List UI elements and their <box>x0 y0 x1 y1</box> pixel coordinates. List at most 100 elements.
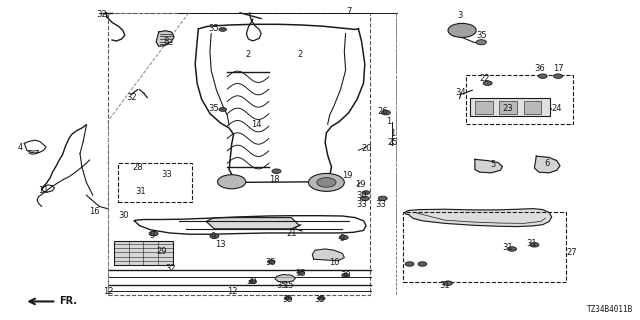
Bar <box>499 101 517 114</box>
Circle shape <box>249 280 257 284</box>
Circle shape <box>381 110 390 115</box>
Text: 1: 1 <box>390 129 395 138</box>
Polygon shape <box>534 156 560 173</box>
Circle shape <box>538 74 547 78</box>
Polygon shape <box>404 209 552 227</box>
Bar <box>470 98 550 116</box>
Text: 34: 34 <box>456 88 466 97</box>
Text: 2: 2 <box>297 50 302 59</box>
Circle shape <box>554 74 563 78</box>
Text: 7: 7 <box>346 7 351 16</box>
Text: 35: 35 <box>315 295 325 304</box>
Text: 32: 32 <box>126 93 136 102</box>
Circle shape <box>219 28 227 31</box>
Text: 31: 31 <box>526 239 536 248</box>
Text: 9: 9 <box>150 231 155 240</box>
Text: 32: 32 <box>96 10 106 19</box>
Circle shape <box>362 191 370 195</box>
Circle shape <box>317 296 325 300</box>
Bar <box>466 75 573 124</box>
Text: 2: 2 <box>246 50 251 59</box>
Text: 35: 35 <box>476 31 486 40</box>
Text: 16: 16 <box>90 207 100 216</box>
Text: 14: 14 <box>251 120 261 129</box>
Circle shape <box>308 173 344 191</box>
Text: 35: 35 <box>283 295 293 304</box>
Circle shape <box>149 231 158 236</box>
Text: 20: 20 <box>362 144 372 153</box>
Text: 19: 19 <box>355 180 365 189</box>
Circle shape <box>476 40 486 45</box>
Text: 35: 35 <box>208 104 218 113</box>
Bar <box>118 163 192 202</box>
Text: 17: 17 <box>554 64 564 73</box>
Circle shape <box>508 247 516 251</box>
Circle shape <box>317 178 336 187</box>
Circle shape <box>218 175 246 189</box>
Circle shape <box>483 81 492 85</box>
Text: 1: 1 <box>387 117 392 126</box>
Text: 19: 19 <box>342 172 353 180</box>
Circle shape <box>378 196 387 201</box>
Text: 29: 29 <box>157 247 167 256</box>
Circle shape <box>360 196 369 201</box>
Circle shape <box>448 23 476 37</box>
Text: 18: 18 <box>269 175 279 184</box>
Text: 23: 23 <box>502 104 513 113</box>
Circle shape <box>342 273 349 277</box>
Text: 25: 25 <box>387 138 397 147</box>
Text: 21: 21 <box>286 229 296 238</box>
Text: 35: 35 <box>296 269 306 278</box>
Text: 27: 27 <box>566 248 577 257</box>
Text: 30: 30 <box>356 191 367 200</box>
Text: 5: 5 <box>490 160 495 169</box>
Text: 9: 9 <box>340 234 345 243</box>
Text: 11: 11 <box>38 186 49 195</box>
Circle shape <box>297 271 305 275</box>
Text: 31: 31 <box>440 281 450 290</box>
Text: 15: 15 <box>283 281 293 290</box>
Text: 31: 31 <box>502 244 513 252</box>
Circle shape <box>284 296 292 300</box>
Circle shape <box>219 108 227 111</box>
Text: 28: 28 <box>132 164 143 172</box>
Circle shape <box>444 281 452 285</box>
Text: 33: 33 <box>161 170 172 179</box>
Circle shape <box>272 169 281 173</box>
Text: 22: 22 <box>480 74 490 83</box>
Bar <box>403 212 566 282</box>
Circle shape <box>339 235 348 240</box>
Circle shape <box>405 262 414 266</box>
Polygon shape <box>275 275 296 282</box>
Polygon shape <box>206 218 300 229</box>
Text: 12: 12 <box>227 287 237 296</box>
Text: 35: 35 <box>266 258 276 267</box>
Text: 30: 30 <box>118 212 129 220</box>
Text: TZ34B4011B: TZ34B4011B <box>588 305 634 314</box>
Circle shape <box>418 262 427 266</box>
Text: 32: 32 <box>166 264 176 273</box>
Text: 33: 33 <box>376 200 386 209</box>
Circle shape <box>268 260 275 264</box>
Text: 35: 35 <box>276 281 287 290</box>
Text: 9: 9 <box>211 232 216 241</box>
Text: 13: 13 <box>216 240 226 249</box>
Text: 36: 36 <box>534 64 545 73</box>
Text: 30: 30 <box>340 271 351 280</box>
Text: 31: 31 <box>136 188 146 196</box>
Text: 30: 30 <box>246 277 257 286</box>
Text: 8: 8 <box>164 37 169 46</box>
Bar <box>108 13 370 295</box>
Text: FR.: FR. <box>59 296 77 306</box>
Text: 24: 24 <box>552 104 562 113</box>
Bar <box>114 241 173 265</box>
Text: 3: 3 <box>457 12 462 20</box>
Polygon shape <box>475 159 502 173</box>
Polygon shape <box>312 249 344 261</box>
Text: 33: 33 <box>356 200 367 209</box>
Circle shape <box>530 243 539 247</box>
Bar <box>475 101 493 114</box>
Text: 6: 6 <box>545 159 550 168</box>
Text: 4: 4 <box>18 143 23 152</box>
Text: 12: 12 <box>104 287 114 296</box>
